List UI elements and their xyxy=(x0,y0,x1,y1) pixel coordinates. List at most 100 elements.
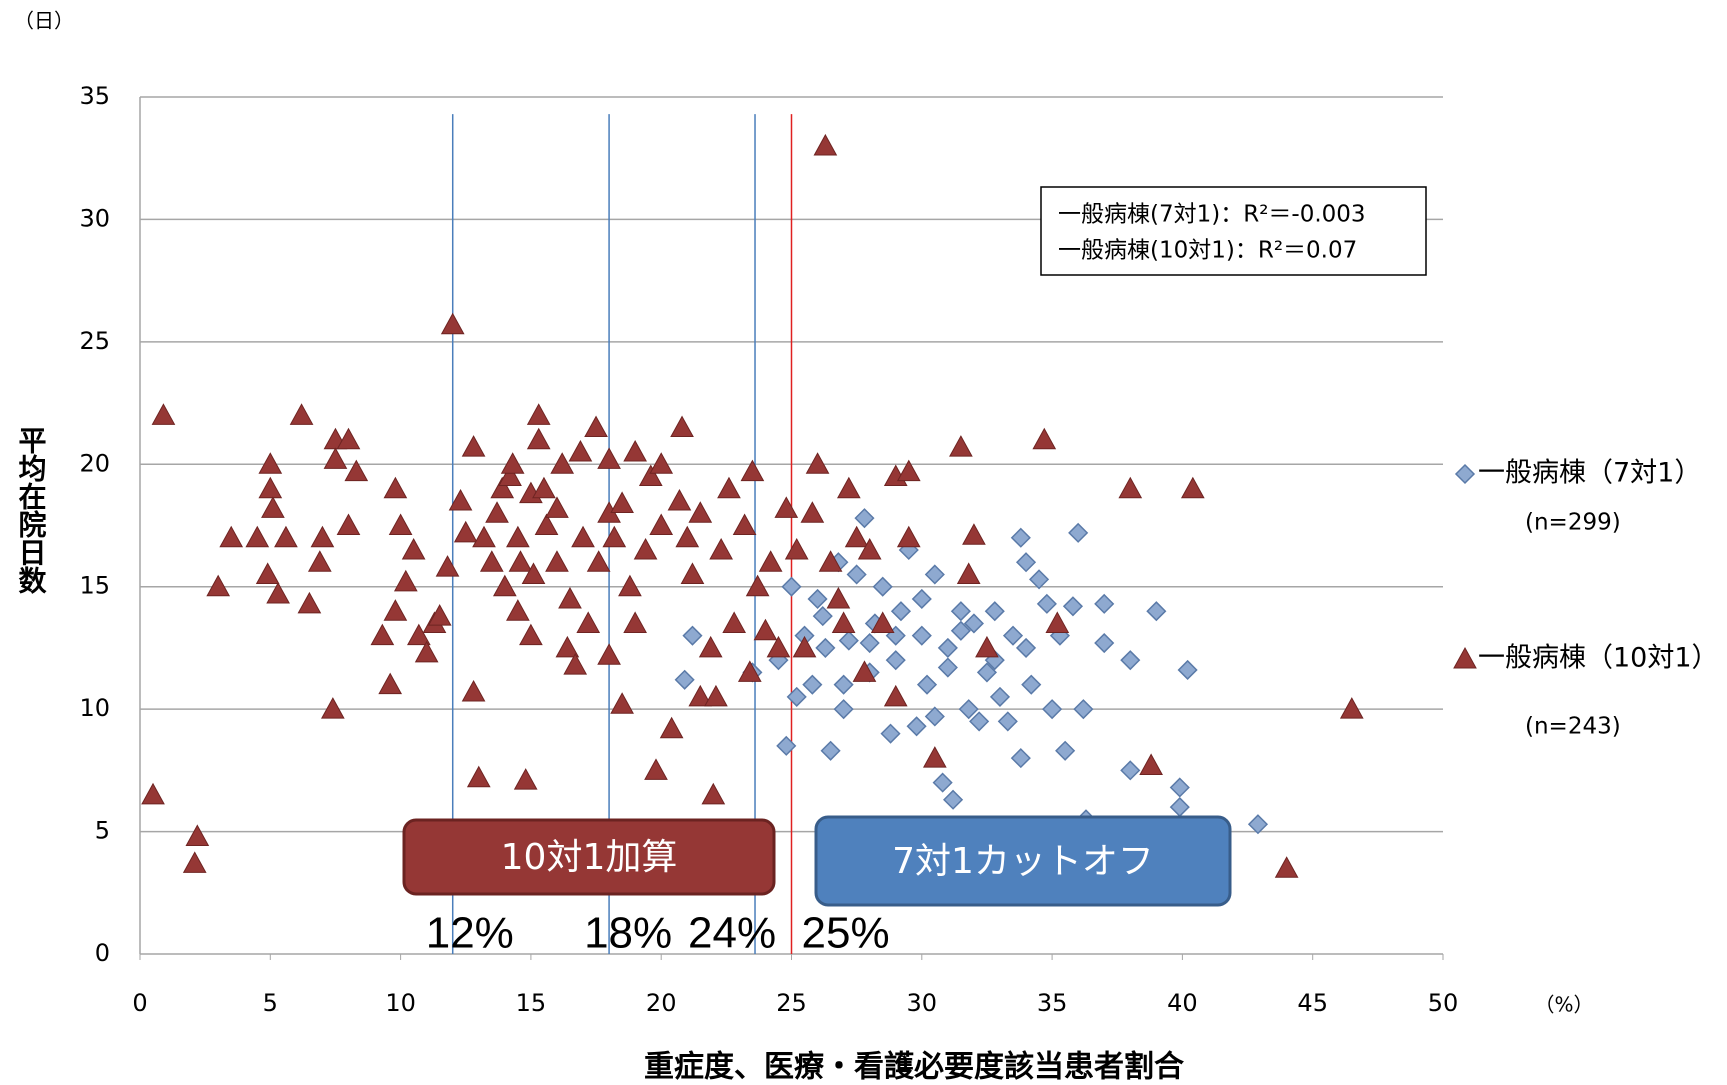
x-tick-label: 45 xyxy=(1297,989,1328,1017)
data-point xyxy=(182,851,207,873)
data-point xyxy=(472,525,496,548)
data-point xyxy=(571,525,595,548)
data-point xyxy=(644,758,668,780)
data-point xyxy=(545,496,569,518)
data-point xyxy=(1094,632,1115,654)
data-point xyxy=(709,537,733,560)
data-point xyxy=(388,513,413,535)
y-unit: （日） xyxy=(14,9,74,33)
data-point xyxy=(370,623,395,646)
r2-text: 一般病棟(10対1)：R²＝0.07 xyxy=(1058,238,1357,264)
data-point xyxy=(545,550,569,572)
data-point xyxy=(513,768,538,790)
x-tick-label: 0 xyxy=(132,989,147,1017)
data-point xyxy=(519,623,543,646)
data-point xyxy=(307,550,332,572)
data-point xyxy=(555,635,580,658)
data-point xyxy=(1068,522,1089,543)
data-point xyxy=(274,525,298,548)
data-point xyxy=(393,569,418,592)
data-point xyxy=(857,537,882,560)
data-point xyxy=(479,550,504,572)
data-point xyxy=(854,508,875,529)
data-point xyxy=(255,562,280,584)
data-point xyxy=(1036,593,1057,614)
data-point xyxy=(1180,476,1205,499)
data-point xyxy=(1010,527,1031,548)
data-point xyxy=(737,660,762,682)
data-point xyxy=(623,611,647,633)
data-point xyxy=(490,476,515,499)
data-point xyxy=(1118,476,1143,499)
data-point xyxy=(448,488,473,511)
data-point xyxy=(1015,552,1037,573)
data-point xyxy=(846,564,867,585)
data-point xyxy=(550,452,575,474)
data-point xyxy=(682,625,703,646)
data-point xyxy=(906,716,927,737)
data-point xyxy=(774,496,799,518)
data-point xyxy=(800,501,825,523)
data-point xyxy=(922,746,947,768)
data-point xyxy=(984,601,1005,622)
data-point xyxy=(758,550,783,572)
data-point xyxy=(958,699,979,720)
data-point xyxy=(576,611,601,633)
data-point xyxy=(880,723,901,744)
data-point xyxy=(859,632,880,654)
annotation-box xyxy=(402,818,776,896)
data-point xyxy=(266,582,290,604)
data-point xyxy=(383,476,408,499)
y-tick-label: 30 xyxy=(79,204,110,232)
data-point xyxy=(453,520,478,543)
data-point xyxy=(717,476,741,499)
data-point xyxy=(563,653,588,675)
y-tick-label: 20 xyxy=(79,449,110,477)
data-point xyxy=(896,459,921,482)
data-point xyxy=(623,440,647,462)
legend-count: (n=299) xyxy=(1525,510,1621,536)
data-point xyxy=(602,525,627,548)
data-point xyxy=(401,537,426,560)
y-tick-label: 35 xyxy=(79,82,110,110)
data-point xyxy=(597,643,621,665)
data-point xyxy=(680,562,705,584)
y-tick-label: 25 xyxy=(79,327,110,355)
y-tick-label: 0 xyxy=(95,939,110,967)
data-point xyxy=(558,586,582,609)
data-point xyxy=(745,574,770,597)
data-point xyxy=(506,525,530,548)
data-point xyxy=(526,427,551,450)
data-point xyxy=(962,523,986,545)
data-point xyxy=(466,765,491,788)
data-point xyxy=(258,476,283,499)
data-point xyxy=(633,537,658,560)
data-point xyxy=(1139,753,1163,775)
x-tick-label: 10 xyxy=(385,989,416,1017)
legend-marker xyxy=(1454,463,1476,485)
data-point xyxy=(784,537,809,560)
legend-label: 一般病棟（7対1） xyxy=(1478,458,1701,489)
data-point xyxy=(1021,674,1042,695)
data-point xyxy=(378,672,403,695)
data-point xyxy=(937,637,958,658)
data-point xyxy=(670,415,694,438)
data-point xyxy=(753,618,778,641)
data-point xyxy=(427,604,452,626)
data-point xyxy=(969,711,990,732)
data-point xyxy=(674,669,695,690)
data-point xyxy=(675,525,700,548)
data-point xyxy=(320,697,345,719)
x-tick-label: 25 xyxy=(776,989,807,1017)
data-point xyxy=(815,637,836,658)
data-point xyxy=(258,452,283,474)
data-point xyxy=(667,488,692,511)
data-point xyxy=(722,611,747,633)
data-point xyxy=(323,447,348,469)
x-tick-label: 40 xyxy=(1167,989,1198,1017)
x-tick-label: 35 xyxy=(1037,989,1068,1017)
data-point xyxy=(414,640,439,663)
data-point xyxy=(870,611,895,633)
data-point xyxy=(1120,650,1141,671)
